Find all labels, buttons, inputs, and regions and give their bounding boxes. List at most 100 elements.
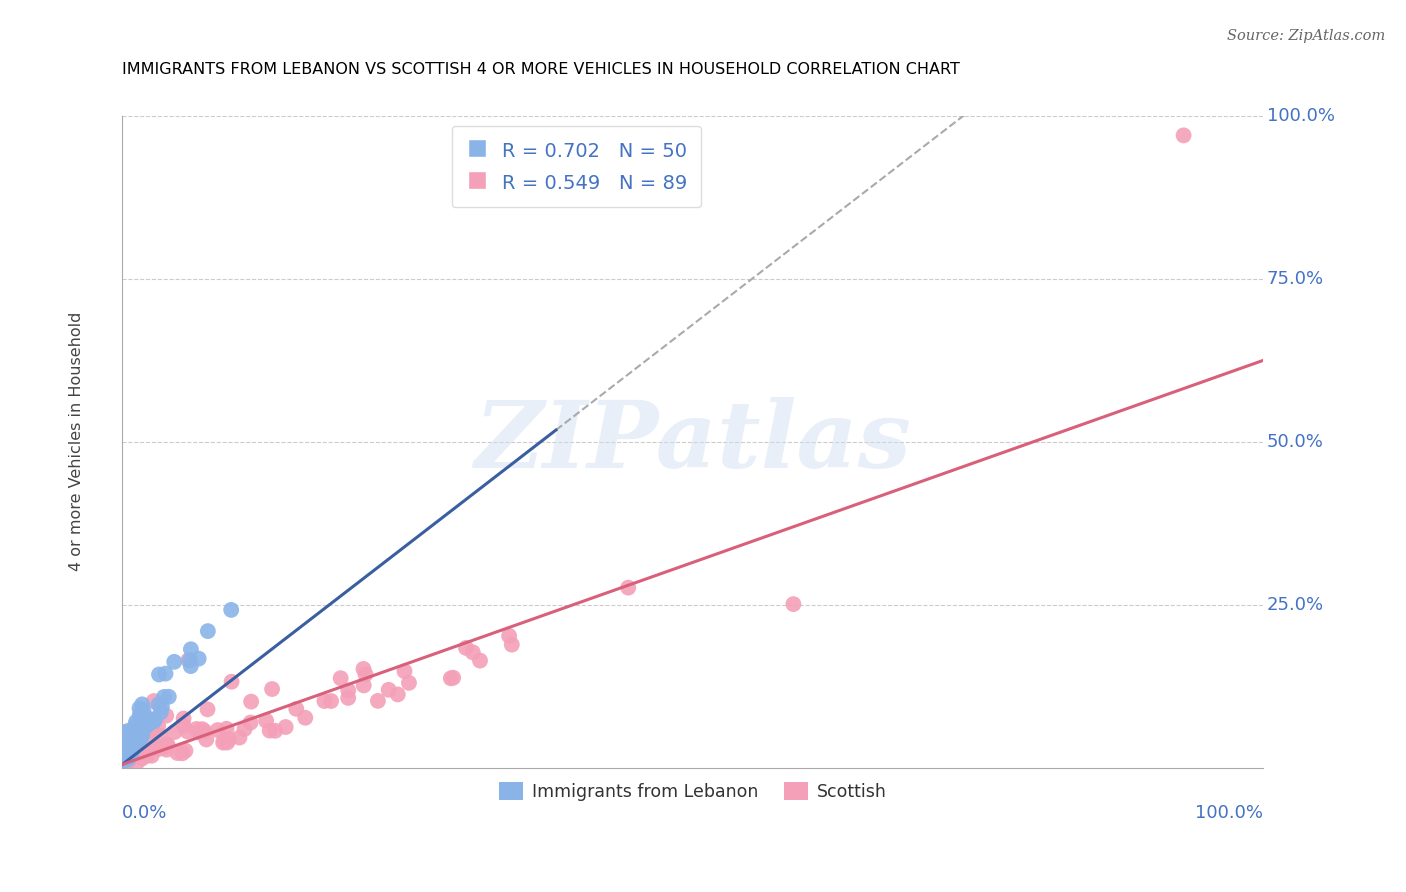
- Point: [329, 671, 352, 685]
- Point: [262, 681, 284, 696]
- Text: IMMIGRANTS FROM LEBANON VS SCOTTISH 4 OR MORE VEHICLES IN HOUSEHOLD CORRELATION : IMMIGRANTS FROM LEBANON VS SCOTTISH 4 OR…: [122, 62, 960, 77]
- Point: [131, 698, 153, 712]
- Point: [187, 651, 209, 665]
- Point: [114, 735, 136, 749]
- Point: [150, 699, 173, 714]
- Point: [124, 732, 146, 747]
- Point: [136, 747, 159, 762]
- Point: [124, 718, 146, 732]
- Point: [186, 722, 208, 736]
- Point: [131, 741, 153, 756]
- Point: [117, 755, 139, 769]
- Point: [156, 742, 179, 756]
- Point: [114, 753, 136, 767]
- Point: [149, 705, 172, 719]
- Point: [146, 739, 169, 754]
- Point: [398, 676, 420, 690]
- Point: [128, 701, 150, 715]
- Text: 4 or more Vehicles in Household: 4 or more Vehicles in Household: [69, 312, 84, 572]
- Point: [217, 735, 239, 749]
- Point: [219, 603, 242, 617]
- Point: [319, 694, 342, 708]
- Point: [177, 653, 200, 667]
- Text: 0.0%: 0.0%: [122, 804, 167, 822]
- Point: [387, 688, 409, 702]
- Point: [174, 744, 197, 758]
- Point: [141, 748, 163, 763]
- Point: [127, 755, 149, 769]
- Point: [367, 694, 389, 708]
- Point: [180, 642, 202, 657]
- Point: [112, 748, 135, 763]
- Point: [121, 745, 143, 759]
- Point: [179, 653, 201, 667]
- Point: [176, 724, 198, 739]
- Point: [197, 702, 219, 716]
- Point: [148, 719, 170, 733]
- Point: [120, 747, 142, 761]
- Point: [352, 662, 374, 676]
- Point: [131, 728, 153, 742]
- Point: [454, 640, 477, 655]
- Point: [155, 666, 177, 681]
- Point: [112, 728, 135, 742]
- Point: [148, 667, 170, 681]
- Point: [155, 708, 177, 723]
- Point: [118, 723, 141, 738]
- Point: [274, 720, 297, 734]
- Point: [314, 694, 336, 708]
- Point: [118, 728, 141, 742]
- Point: [129, 708, 152, 723]
- Point: [124, 736, 146, 750]
- Point: [128, 733, 150, 747]
- Point: [131, 730, 153, 744]
- Point: [215, 722, 238, 736]
- Point: [138, 731, 160, 745]
- Point: [136, 747, 159, 761]
- Point: [148, 742, 170, 756]
- Point: [115, 733, 138, 747]
- Point: [233, 722, 256, 736]
- Point: [172, 746, 194, 760]
- Text: 50.0%: 50.0%: [1267, 433, 1324, 450]
- Point: [187, 725, 209, 739]
- Point: [354, 667, 377, 681]
- Point: [121, 731, 143, 745]
- Point: [112, 725, 135, 739]
- Point: [127, 729, 149, 743]
- Point: [131, 751, 153, 765]
- Point: [468, 654, 491, 668]
- Point: [498, 629, 520, 643]
- Point: [353, 678, 375, 692]
- Point: [128, 731, 150, 745]
- Point: [128, 707, 150, 722]
- Point: [142, 714, 165, 729]
- Text: 75.0%: 75.0%: [1267, 269, 1324, 288]
- Text: 25.0%: 25.0%: [1267, 596, 1324, 614]
- Point: [285, 702, 308, 716]
- Point: [114, 726, 136, 740]
- Point: [141, 723, 163, 738]
- Point: [156, 737, 179, 751]
- Point: [117, 752, 139, 766]
- Point: [207, 723, 229, 737]
- Text: 100.0%: 100.0%: [1267, 107, 1334, 125]
- Point: [143, 713, 166, 727]
- Point: [782, 597, 804, 611]
- Point: [173, 712, 195, 726]
- Point: [129, 735, 152, 749]
- Point: [155, 739, 177, 754]
- Point: [115, 735, 138, 749]
- Point: [129, 731, 152, 746]
- Point: [254, 714, 277, 728]
- Point: [124, 739, 146, 753]
- Point: [617, 581, 640, 595]
- Point: [191, 722, 214, 736]
- Point: [156, 738, 179, 752]
- Point: [143, 694, 166, 708]
- Point: [173, 719, 195, 733]
- Point: [197, 624, 219, 639]
- Point: [1173, 128, 1195, 143]
- Point: [195, 732, 218, 747]
- Point: [134, 714, 156, 728]
